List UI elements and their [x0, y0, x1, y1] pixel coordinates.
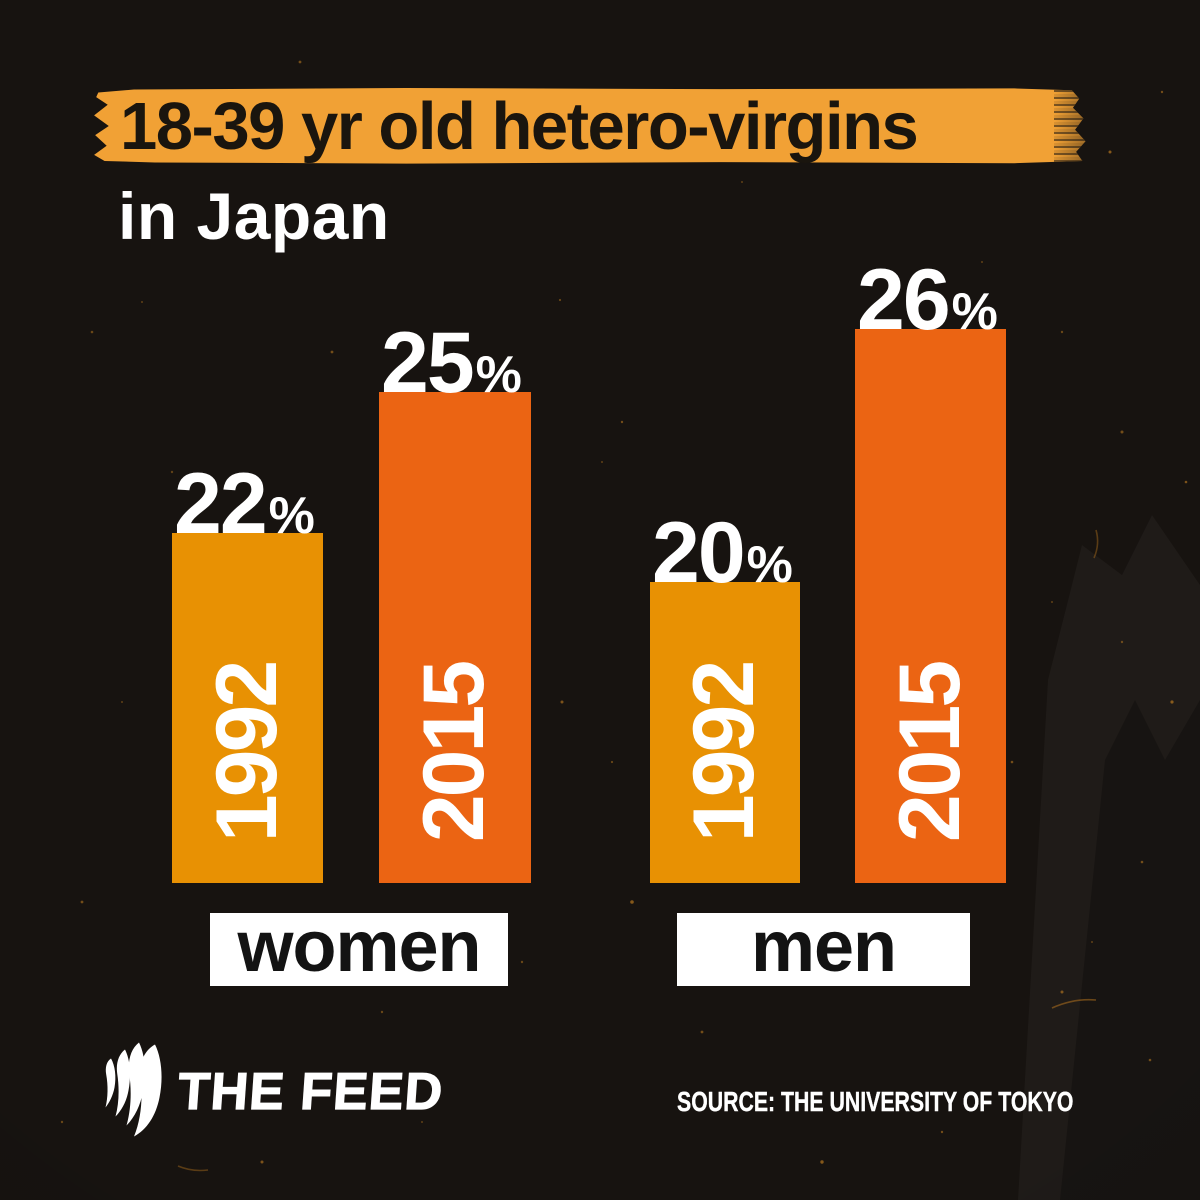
poster-subtitle: in Japan [118, 179, 390, 253]
bar-men-1992: 1992 [650, 582, 800, 883]
value-number: 20 [652, 505, 746, 601]
percent-sign: % [951, 283, 998, 341]
bar-year-label: 2015 [882, 662, 979, 842]
bar-year-label: 2015 [406, 662, 503, 842]
source-attribution: SOURCE: THE UNIVERSITY OF TOKYO [677, 1086, 1074, 1117]
sbs-mercator-logo-icon [105, 1042, 162, 1137]
value-label-men-1992: 20% [652, 510, 793, 596]
value-label-women-2015: 25% [381, 320, 522, 406]
bar-men-2015: 2015 [855, 329, 1006, 883]
percent-sign: % [746, 536, 793, 594]
value-number: 22 [174, 456, 268, 552]
poster-title: 18-39 yr old hetero-virgins [120, 88, 919, 164]
percent-sign: % [268, 487, 315, 545]
bar-year-label: 1992 [676, 662, 773, 842]
value-label-men-2015: 26% [857, 257, 998, 343]
group-label-men: men [677, 907, 970, 987]
bar-women-1992: 1992 [172, 533, 323, 883]
brush-stroke-end [1054, 88, 1086, 164]
group-label-text: women [237, 906, 481, 987]
brand-wordmark: THE FEED [175, 1062, 446, 1121]
group-label-women: women [210, 907, 508, 987]
bar-women-2015: 2015 [379, 392, 531, 883]
title-highlight-band [94, 88, 1086, 164]
value-label-women-1992: 22% [174, 461, 315, 547]
group-label-text: men [750, 906, 897, 987]
bar-year-label: 1992 [199, 662, 296, 842]
value-number: 25 [381, 315, 475, 411]
percent-sign: % [475, 346, 522, 404]
value-number: 26 [857, 252, 951, 348]
